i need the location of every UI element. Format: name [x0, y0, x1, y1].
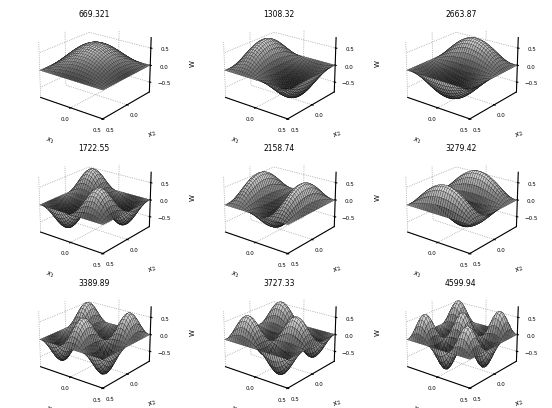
X-axis label: $x_1$: $x_1$	[44, 135, 56, 146]
Title: 1722.55: 1722.55	[78, 144, 109, 153]
X-axis label: $x_1$: $x_1$	[411, 270, 423, 281]
Y-axis label: $x_2$: $x_2$	[513, 263, 526, 276]
X-axis label: $x_1$: $x_1$	[229, 404, 241, 408]
Title: 2663.87: 2663.87	[445, 9, 476, 18]
Y-axis label: $x_2$: $x_2$	[331, 129, 344, 141]
X-axis label: $x_1$: $x_1$	[44, 270, 56, 281]
Title: 3727.33: 3727.33	[263, 279, 295, 288]
Y-axis label: $x_2$: $x_2$	[513, 129, 526, 141]
X-axis label: $x_1$: $x_1$	[44, 404, 56, 408]
Y-axis label: $x_2$: $x_2$	[146, 398, 159, 408]
Title: 2158.74: 2158.74	[263, 144, 294, 153]
Title: 669.321: 669.321	[78, 9, 109, 18]
Y-axis label: $x_2$: $x_2$	[146, 129, 159, 141]
Y-axis label: $x_2$: $x_2$	[331, 263, 344, 276]
Y-axis label: $x_2$: $x_2$	[331, 398, 344, 408]
X-axis label: $x_1$: $x_1$	[411, 404, 423, 408]
Title: 3389.89: 3389.89	[78, 279, 109, 288]
Y-axis label: $x_2$: $x_2$	[146, 263, 159, 276]
Title: 3279.42: 3279.42	[445, 144, 476, 153]
X-axis label: $x_1$: $x_1$	[229, 270, 241, 281]
Title: 4599.94: 4599.94	[445, 279, 477, 288]
X-axis label: $x_1$: $x_1$	[411, 135, 423, 146]
X-axis label: $x_1$: $x_1$	[229, 135, 241, 146]
Y-axis label: $x_2$: $x_2$	[513, 398, 526, 408]
Title: 1308.32: 1308.32	[263, 9, 294, 18]
